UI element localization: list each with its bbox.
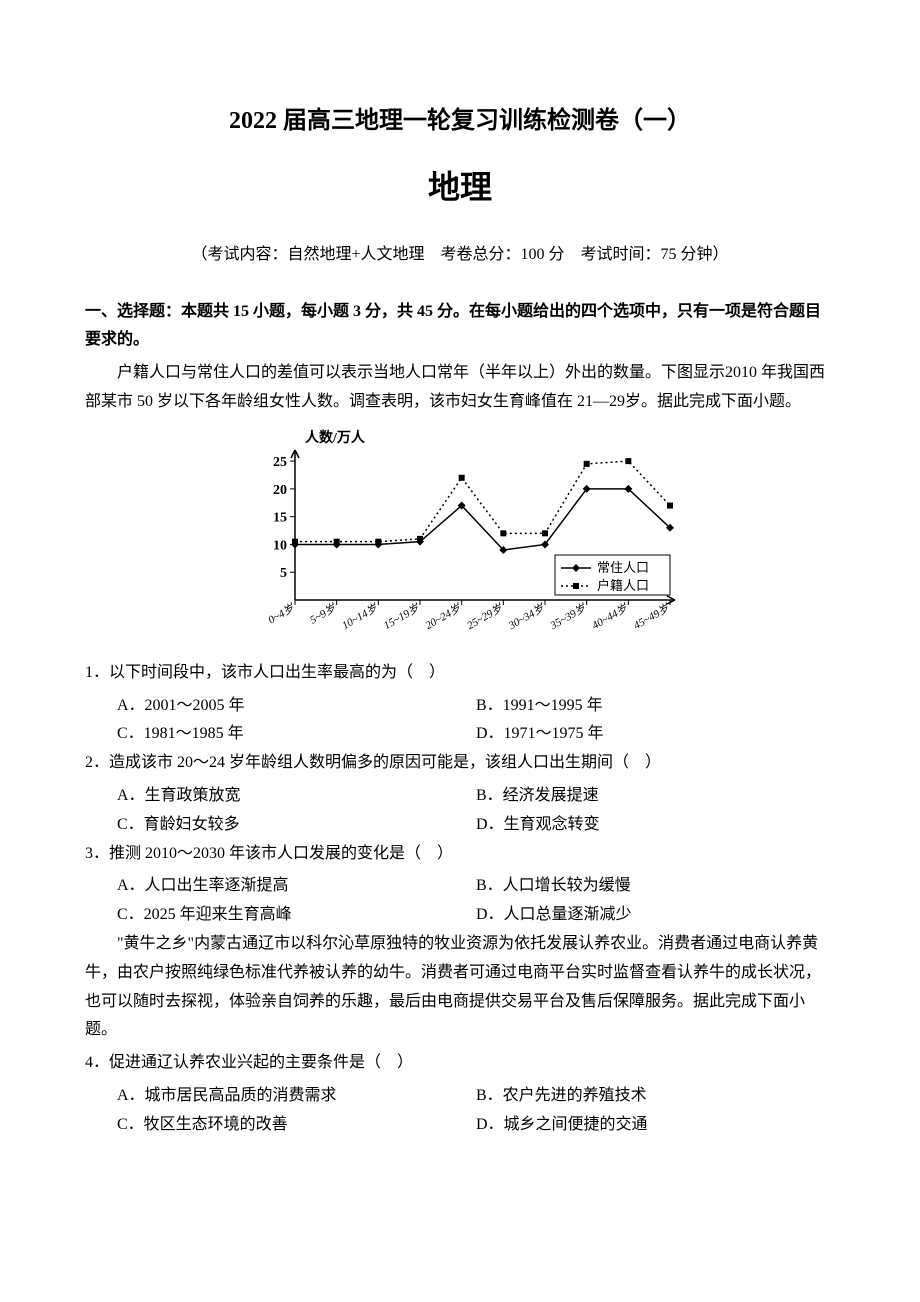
passage-2: "黄牛之乡"内蒙古通辽市以科尔沁草原独特的牧业资源为依托发展认养农业。消费者通过… (85, 930, 835, 1045)
q3-option-c: C．2025 年迎来生育高峰 (117, 901, 476, 930)
q4-option-c: C．牧区生态环境的改善 (117, 1111, 476, 1140)
svg-text:人数/万人: 人数/万人 (305, 429, 366, 446)
question-3: 3．推测 2010～2030 年该市人口发展的变化是（ ） (85, 840, 835, 869)
q1-option-c: C．1981～1985 年 (117, 720, 476, 749)
passage-1: 户籍人口与常住人口的差值可以表示当地人口常年（半年以上）外出的数量。下图显示20… (85, 359, 835, 417)
svg-text:15~19岁: 15~19岁 (381, 601, 422, 632)
q2-option-a: A．生育政策放宽 (117, 782, 476, 811)
q1-option-a: A．2001～2005 年 (117, 692, 476, 721)
q2-option-d: D．生育观念转变 (476, 811, 835, 840)
svg-text:40~44岁: 40~44岁 (590, 601, 631, 632)
q2-option-c: C．育龄妇女较多 (117, 811, 476, 840)
q4-option-b: B．农户先进的养殖技术 (476, 1082, 835, 1111)
q2-option-b: B．经济发展提速 (476, 782, 835, 811)
question-1: 1．以下时间段中，该市人口出生率最高的为（ ） (85, 659, 835, 688)
svg-text:5~9岁: 5~9岁 (307, 601, 339, 627)
q1-option-d: D．1971～1975 年 (476, 720, 835, 749)
svg-text:20~24岁: 20~24岁 (423, 601, 464, 632)
svg-text:20: 20 (273, 483, 287, 498)
svg-text:25~29岁: 25~29岁 (465, 601, 506, 632)
population-chart: 人数/万人 5 10 15 20 25 0~4岁 5~9岁10~14岁15~19岁20~24岁… (240, 425, 680, 655)
svg-text:10~14岁: 10~14岁 (340, 601, 381, 632)
q4-option-d: D．城乡之间便捷的交通 (476, 1111, 835, 1140)
svg-text:35~39岁: 35~39岁 (547, 601, 589, 633)
svg-text:25: 25 (273, 455, 287, 470)
svg-text:常住人口: 常住人口 (597, 560, 649, 575)
svg-text:30~34岁: 30~34岁 (505, 601, 547, 633)
svg-text:5: 5 (280, 566, 287, 581)
q1-option-b: B．1991～1995 年 (476, 692, 835, 721)
section-1-header: 一、选择题：本题共 15 小题，每小题 3 分，共 45 分。在每小题给出的四个… (85, 298, 835, 356)
svg-text:0~4岁: 0~4岁 (266, 601, 298, 627)
q3-option-b: B．人口增长较为缓慢 (476, 872, 835, 901)
exam-title: 2022 届高三地理一轮复习训练检测卷（一） (85, 100, 835, 143)
question-2: 2．造成该市 20～24 岁年龄组人数明偏多的原因可能是，该组人口出生期间（ ） (85, 749, 835, 778)
subject-title: 地理 (85, 159, 835, 217)
question-4: 4．促进通辽认养农业兴起的主要条件是（ ） (85, 1049, 835, 1078)
svg-text:户籍人口: 户籍人口 (597, 578, 649, 593)
svg-text:15: 15 (273, 510, 287, 525)
svg-text:45~49岁: 45~49岁 (631, 601, 672, 632)
q3-option-d: D．人口总量逐渐减少 (476, 901, 835, 930)
exam-info: （考试内容：自然地理+人文地理 考卷总分：100 分 考试时间：75 分钟） (85, 241, 835, 270)
q3-option-a: A．人口出生率逐渐提高 (117, 872, 476, 901)
q4-option-a: A．城市居民高品质的消费需求 (117, 1082, 476, 1111)
svg-text:10: 10 (273, 538, 287, 553)
